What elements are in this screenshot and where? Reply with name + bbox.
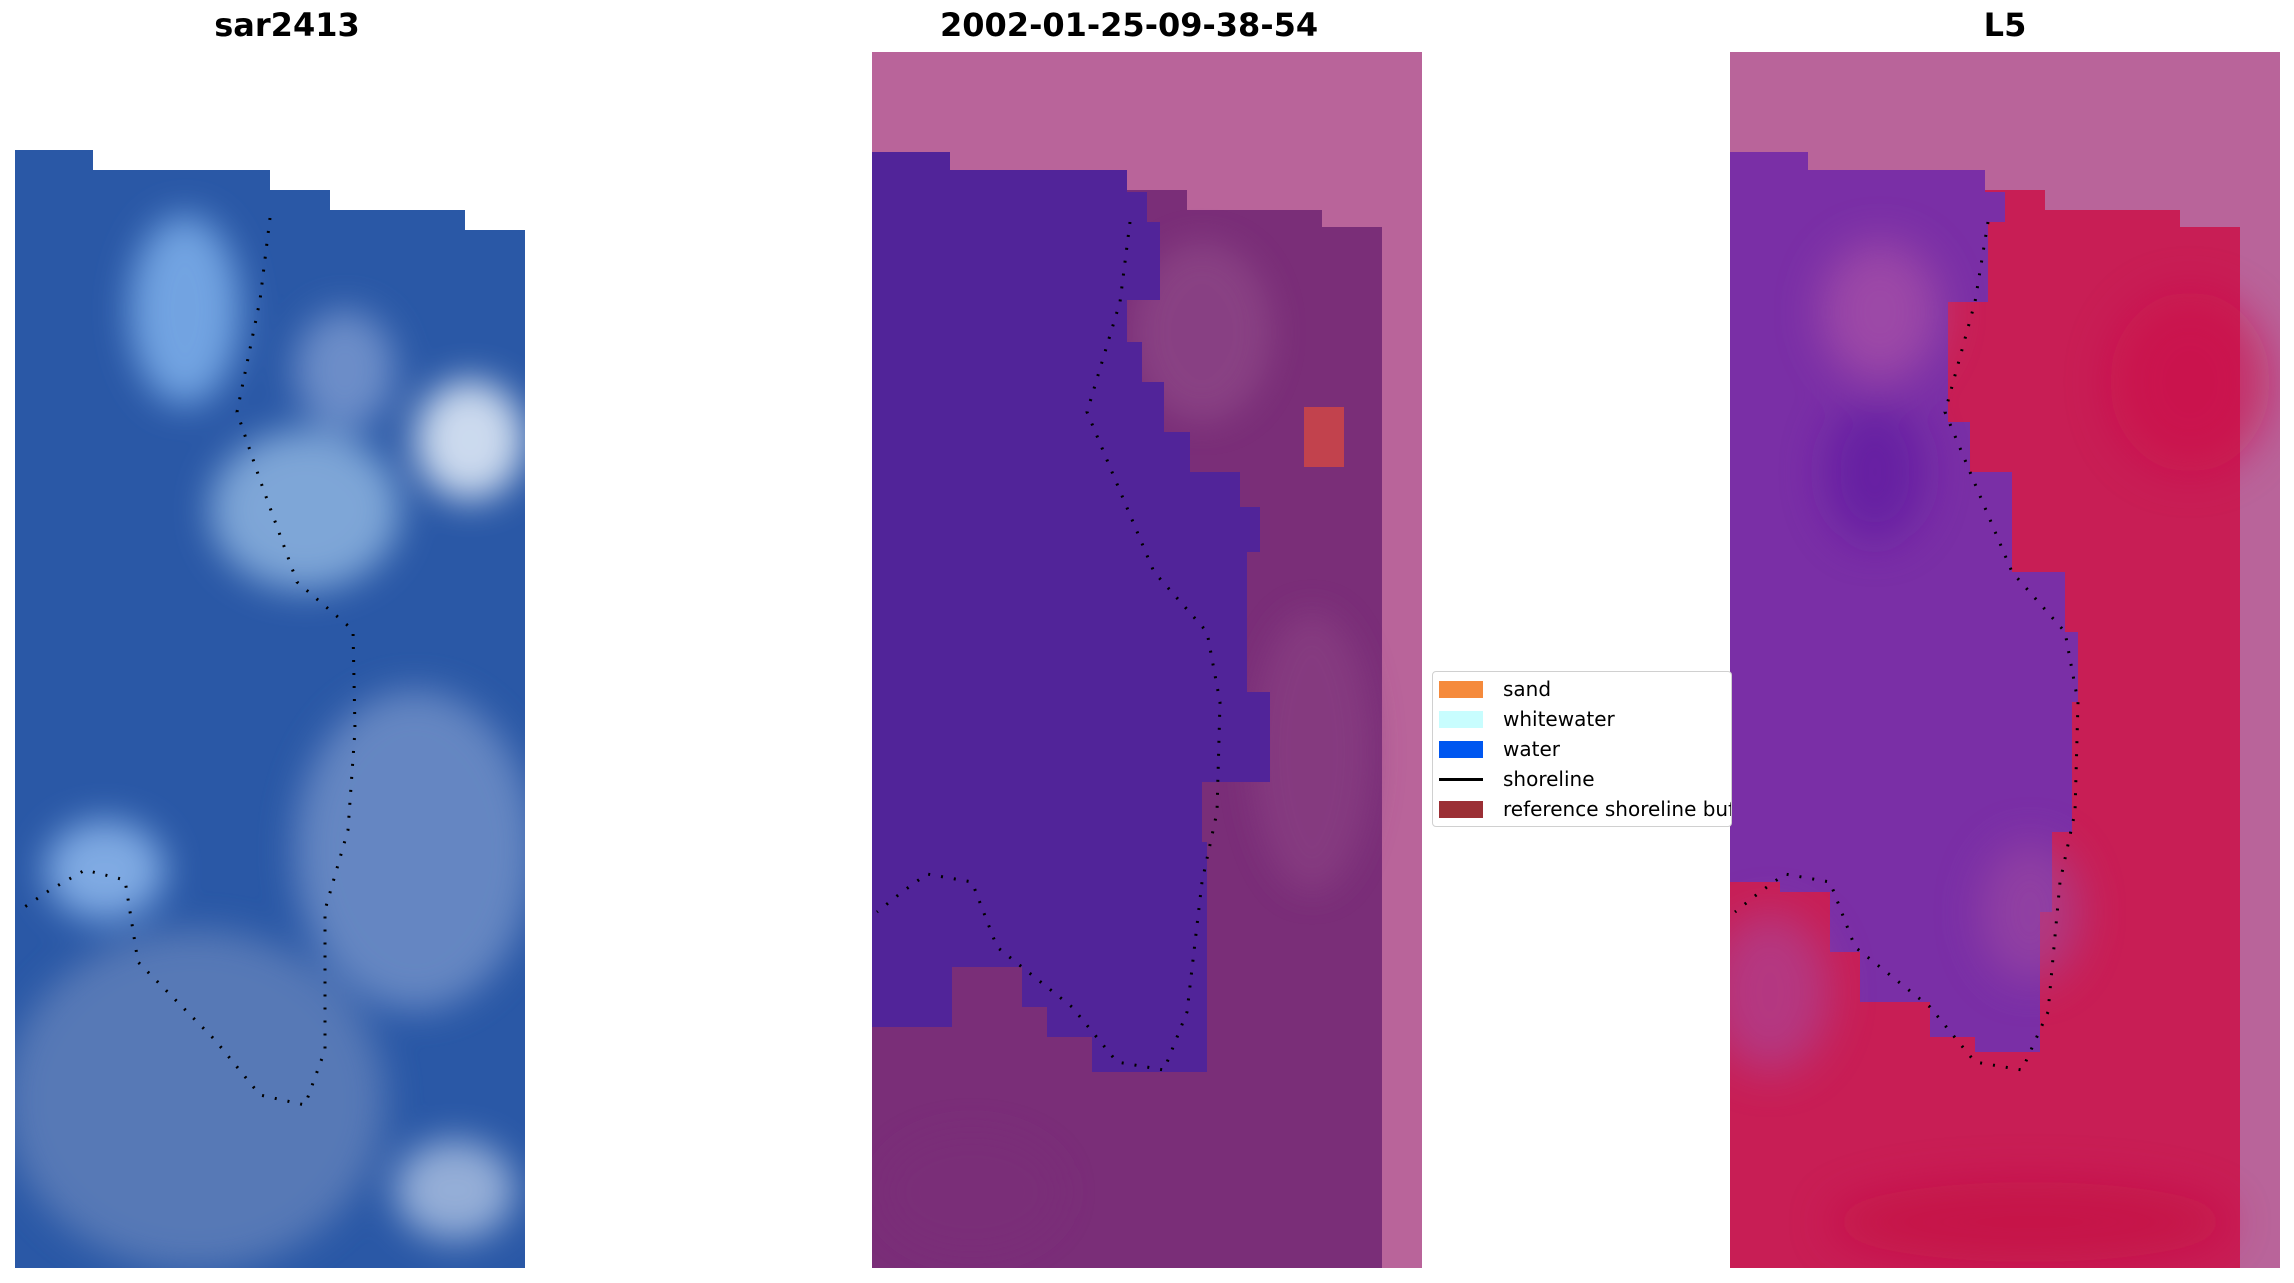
rgb-shoreline: [19, 217, 357, 1107]
reference-shoreline-buffer: [1304, 407, 1344, 467]
legend-item-shoreline: shoreline: [1439, 767, 1595, 791]
panel-rgb-title: sar2413: [214, 6, 360, 44]
legend-label: water: [1503, 737, 1560, 761]
legend-label: reference shoreline buffer: [1503, 797, 1732, 821]
sand-swatch: [1439, 680, 1483, 698]
legend-label: whitewater: [1503, 707, 1615, 731]
legend: sand whitewater water shoreline referenc…: [1432, 671, 1732, 827]
whitewater-swatch: [1439, 710, 1483, 728]
index-image: [1730, 52, 2280, 1268]
panel-index-title: L5: [1983, 6, 2027, 44]
classification-water-area: [872, 152, 1270, 1072]
legend-label: sand: [1503, 677, 1552, 701]
legend-item-sand: sand: [1439, 677, 1551, 701]
legend-item-whitewater: whitewater: [1439, 707, 1615, 731]
rgb-satellite-image: [15, 150, 525, 1268]
legend-item-reference-buffer: reference shoreline buffer: [1439, 797, 1732, 821]
panel-classification-title: 2002-01-25-09-38-54: [940, 6, 1319, 44]
index-water-area: [1730, 152, 2078, 1052]
classification-image: [872, 52, 1422, 1268]
legend-label: shoreline: [1503, 767, 1595, 791]
shoreline-line-icon: [1439, 777, 1483, 781]
legend-item-water: water: [1439, 737, 1560, 761]
classification-shoreline: [876, 221, 1222, 1072]
reference-buffer-swatch: [1439, 800, 1483, 818]
water-swatch: [1439, 740, 1483, 758]
